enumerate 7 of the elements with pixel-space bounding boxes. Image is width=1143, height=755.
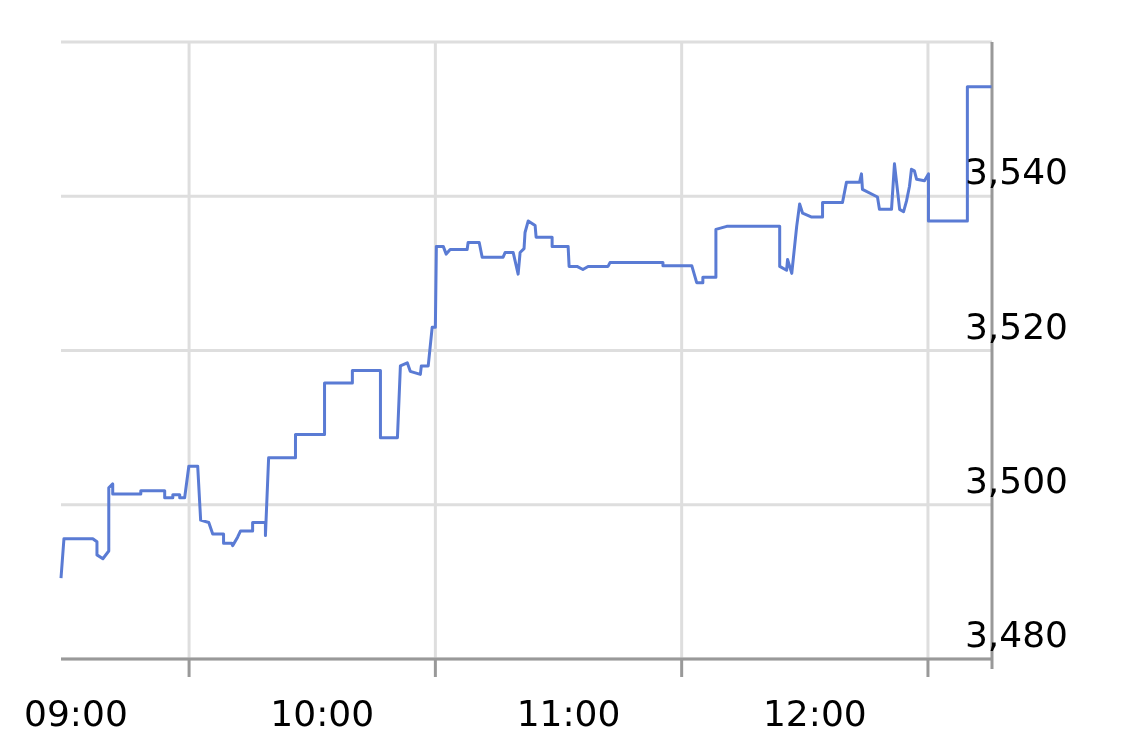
x-tick-label: 10:00 (270, 693, 375, 734)
y-tick-label: 3,500 (964, 459, 1068, 501)
x-tick-label: 12:00 (762, 693, 867, 734)
y-tick-label: 3,480 (964, 614, 1068, 655)
x-tick-label: 09:00 (24, 693, 128, 734)
x-tick-label: 11:00 (516, 693, 621, 734)
y-tick-label: 3,520 (964, 305, 1068, 347)
